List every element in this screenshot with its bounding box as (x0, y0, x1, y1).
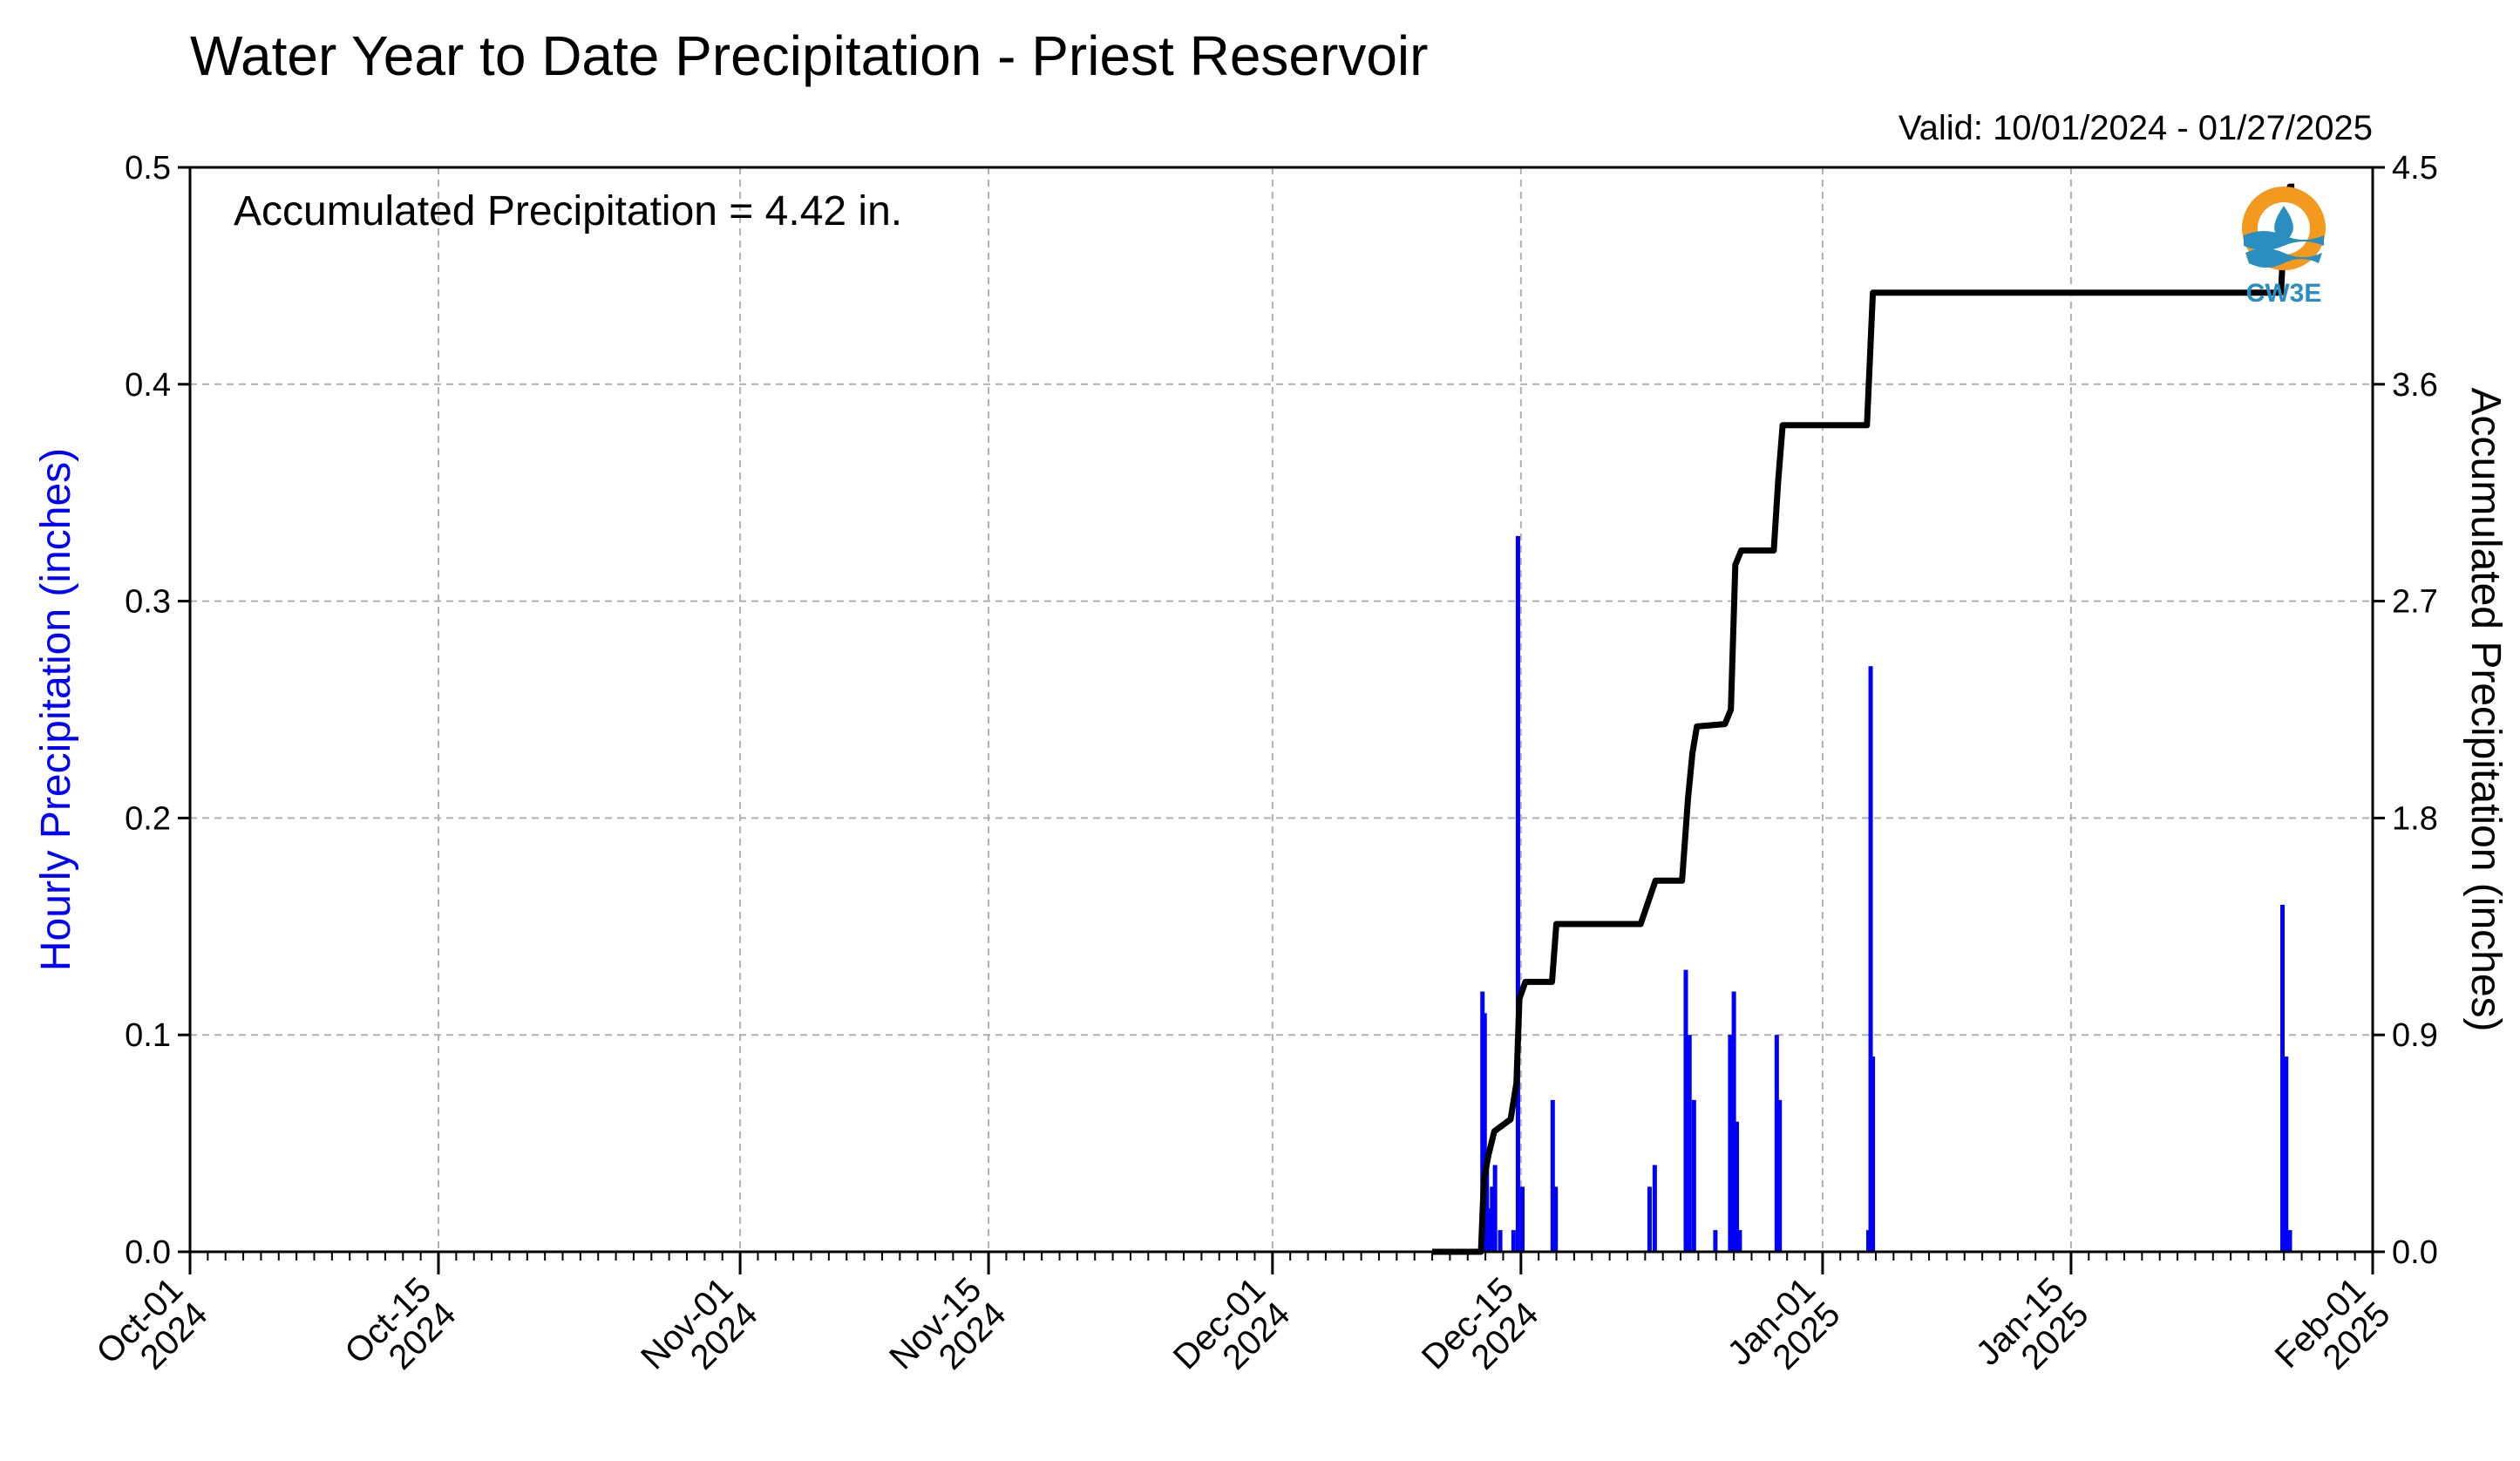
precip-bar (1647, 1186, 1652, 1252)
valid-date-range: Valid: 10/01/2024 - 01/27/2025 (1898, 109, 2373, 147)
y-axis-label-right: Accumulated Precipitation (inches) (2462, 387, 2509, 1031)
precip-bar (1550, 1099, 1555, 1252)
axes: 0.0 0.1 0.2 0.3 0.4 0.5 0.0 0.9 1.8 2.7 3.6 4.5 Oct-… (89, 150, 2438, 1377)
y-tick-label: 0.1 (125, 1017, 171, 1054)
precip-bar (1737, 1230, 1742, 1252)
precip-bar (1498, 1230, 1503, 1252)
accumulated-precip-line (1432, 183, 2295, 1255)
precip-bar (1482, 1013, 1487, 1252)
precip-bar (1486, 1208, 1491, 1252)
precip-bar (1777, 1099, 1783, 1252)
y2-tick-label: 3.6 (2392, 367, 2438, 404)
precip-bar (1652, 1165, 1657, 1252)
precip-bar (1735, 1121, 1740, 1252)
logo-label: CW3E (2246, 279, 2322, 308)
y-tick-label: 0.2 (125, 800, 171, 837)
y2-tick-label: 4.5 (2392, 150, 2438, 187)
precip-bar (1480, 991, 1485, 1252)
precip-bar (1728, 1035, 1733, 1252)
accumulated-line (1432, 183, 2295, 1255)
cw3e-logo: CW3E (2242, 187, 2326, 308)
grid-lines (190, 167, 2373, 1252)
precip-bar (1484, 1165, 1490, 1252)
precip-bar (1774, 1035, 1779, 1252)
precip-bar (1868, 666, 1873, 1252)
chart-title: Water Year to Date Precipitation - Pries… (190, 24, 1428, 87)
precip-bar (1683, 969, 1688, 1252)
precip-bar (2280, 904, 2286, 1252)
precip-bar (1871, 1057, 1876, 1252)
precip-bar (1713, 1230, 1718, 1252)
logo-drop-icon (2274, 206, 2293, 241)
precip-bar (1553, 1186, 1559, 1252)
y-tick-label: 0.5 (125, 150, 171, 187)
y-tick-label: 0.0 (125, 1234, 171, 1271)
plot-frame (188, 166, 2374, 1254)
y-axis-label-left: Hourly Precipitation (inches) (33, 448, 79, 971)
hourly-precip-bars (1480, 535, 2292, 1252)
precip-bar (1687, 1035, 1692, 1252)
precip-bar (1691, 1099, 1696, 1252)
precip-bar (1515, 535, 1520, 1252)
precip-bar (2287, 1230, 2292, 1252)
accumulated-annotation: Accumulated Precipitation = 4.42 in. (234, 188, 902, 234)
y-tick-label: 0.3 (125, 584, 171, 621)
y2-tick-label: 0.0 (2392, 1234, 2438, 1271)
y2-tick-label: 1.8 (2392, 800, 2438, 837)
precip-bar (1731, 991, 1736, 1252)
precip-bar (2284, 1057, 2289, 1252)
precip-bar (1511, 1230, 1516, 1252)
y2-tick-label: 2.7 (2392, 584, 2438, 621)
precip-bar (1490, 1186, 1495, 1252)
precip-bar (1492, 1165, 1498, 1252)
y2-tick-label: 0.9 (2392, 1017, 2438, 1054)
y-tick-label: 0.4 (125, 367, 171, 404)
precip-bar (1866, 1230, 1871, 1252)
precip-bar (1520, 1186, 1525, 1252)
